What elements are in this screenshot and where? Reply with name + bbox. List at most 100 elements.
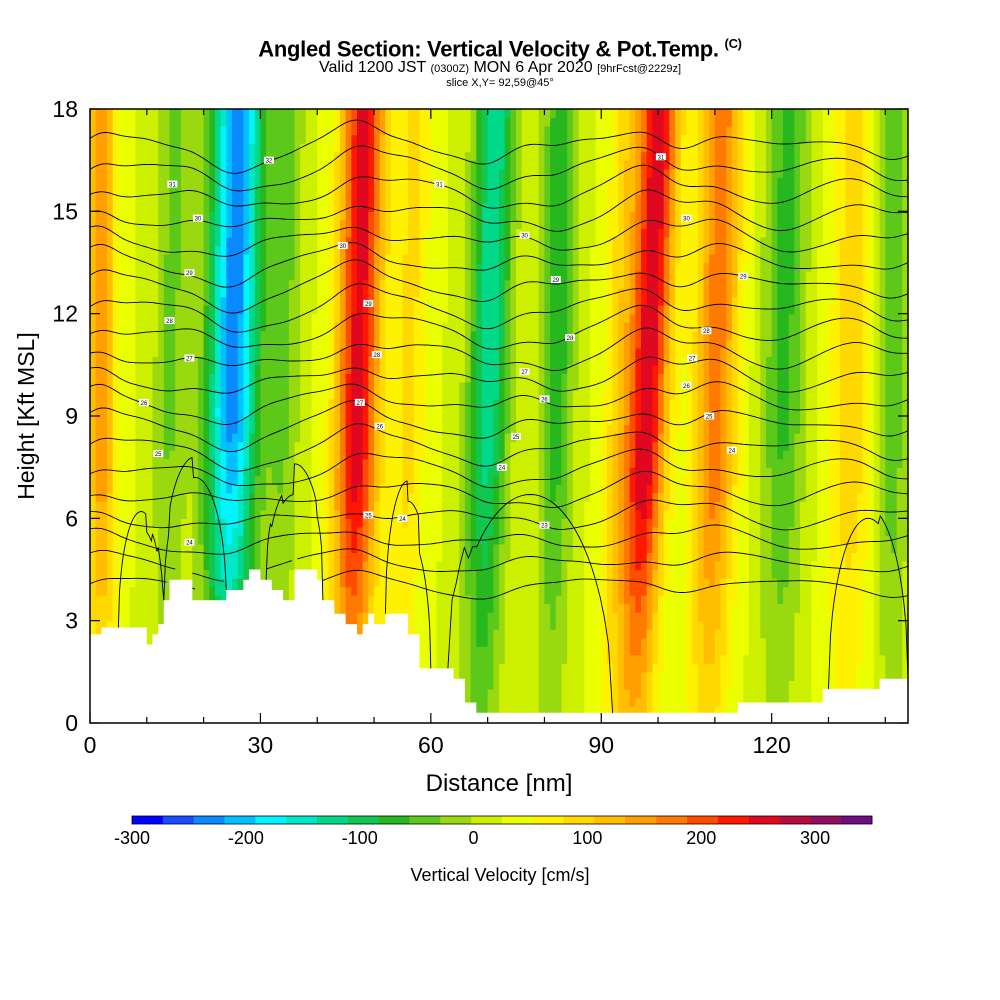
velocity-cell <box>294 126 301 136</box>
velocity-cell <box>436 467 443 477</box>
velocity-cell <box>362 416 369 426</box>
velocity-cell <box>271 390 279 400</box>
velocity-cell <box>163 168 171 178</box>
velocity-cell <box>362 339 369 349</box>
velocity-cell <box>271 185 279 195</box>
velocity-cell <box>300 109 307 119</box>
velocity-cell <box>294 288 301 298</box>
velocity-cell <box>180 313 188 323</box>
velocity-cell <box>345 373 352 383</box>
velocity-cell <box>271 271 279 281</box>
velocity-cell <box>254 288 262 298</box>
velocity-cell <box>203 330 210 340</box>
velocity-cell <box>254 313 262 323</box>
velocity-cell <box>294 347 301 357</box>
velocity-cell <box>322 458 330 468</box>
velocity-cell <box>464 688 472 699</box>
velocity-cell <box>459 126 466 136</box>
velocity-cell <box>220 296 227 306</box>
velocity-cell <box>464 433 472 443</box>
velocity-cell <box>334 552 341 562</box>
velocity-cell <box>328 253 335 264</box>
velocity-cell <box>442 236 449 247</box>
velocity-cell <box>470 671 477 681</box>
velocity-cell <box>90 288 97 298</box>
velocity-cell <box>453 475 460 485</box>
velocity-cell <box>447 109 455 119</box>
velocity-cell <box>220 492 227 502</box>
velocity-cell <box>385 262 392 272</box>
velocity-cell <box>391 398 398 409</box>
velocity-cell <box>334 441 341 451</box>
velocity-cell <box>214 578 222 588</box>
velocity-cell <box>356 458 364 468</box>
velocity-cell <box>305 364 313 374</box>
velocity-cell <box>124 134 131 144</box>
velocity-cell <box>277 228 284 238</box>
velocity-cell <box>260 526 267 536</box>
velocity-cell <box>300 509 307 519</box>
velocity-cell <box>277 253 284 264</box>
velocity-cell <box>305 416 313 426</box>
velocity-cell <box>266 441 273 451</box>
velocity-cell <box>118 339 125 349</box>
velocity-cell <box>129 219 137 229</box>
velocity-cell <box>288 433 296 443</box>
velocity-cell <box>175 475 182 485</box>
velocity-cell <box>328 398 335 409</box>
velocity-cell <box>158 356 165 366</box>
velocity-cell <box>447 569 455 579</box>
velocity-cell <box>90 569 97 579</box>
velocity-cell <box>118 535 125 545</box>
velocity-cell <box>232 339 239 349</box>
velocity-cell <box>163 262 171 272</box>
velocity-cell <box>317 424 324 434</box>
velocity-cell <box>419 646 426 656</box>
velocity-cell <box>237 458 244 468</box>
velocity-cell <box>163 560 171 571</box>
velocity-cell <box>192 202 199 212</box>
velocity-cell <box>328 467 335 477</box>
velocity-cell <box>408 381 415 392</box>
velocity-cell <box>396 151 404 161</box>
velocity-cell <box>243 296 250 306</box>
velocity-cell <box>271 381 279 392</box>
velocity-cell <box>288 416 296 426</box>
velocity-cell <box>442 151 449 161</box>
velocity-cell <box>436 526 443 536</box>
velocity-cell <box>362 458 369 468</box>
velocity-cell <box>118 595 125 605</box>
velocity-cell <box>362 168 369 178</box>
velocity-cell <box>135 398 142 409</box>
velocity-cell <box>169 228 176 238</box>
velocity-cell <box>408 526 415 536</box>
velocity-cell <box>209 271 216 281</box>
velocity-cell <box>283 151 290 161</box>
velocity-cell <box>470 228 477 238</box>
velocity-cell <box>311 381 318 392</box>
velocity-cell <box>163 177 171 187</box>
velocity-cell <box>305 134 313 144</box>
velocity-cell <box>180 407 188 417</box>
velocity-cell <box>385 433 392 443</box>
velocity-cell <box>203 117 210 127</box>
velocity-cell <box>266 467 273 477</box>
velocity-cell <box>209 578 216 588</box>
velocity-cell <box>254 228 262 238</box>
velocity-cell <box>112 441 119 451</box>
velocity-cell <box>101 381 108 392</box>
velocity-cell <box>220 271 227 281</box>
velocity-cell <box>413 219 421 229</box>
velocity-cell <box>436 109 443 119</box>
velocity-cell <box>107 518 114 528</box>
velocity-cell <box>277 134 284 144</box>
velocity-cell <box>186 381 193 392</box>
velocity-cell <box>447 646 455 656</box>
velocity-cell <box>459 603 466 613</box>
velocity-cell <box>328 441 335 451</box>
velocity-cell <box>391 578 398 588</box>
velocity-cell <box>124 364 131 374</box>
velocity-cell <box>135 458 142 468</box>
velocity-cell <box>317 288 324 298</box>
velocity-cell <box>277 279 284 289</box>
